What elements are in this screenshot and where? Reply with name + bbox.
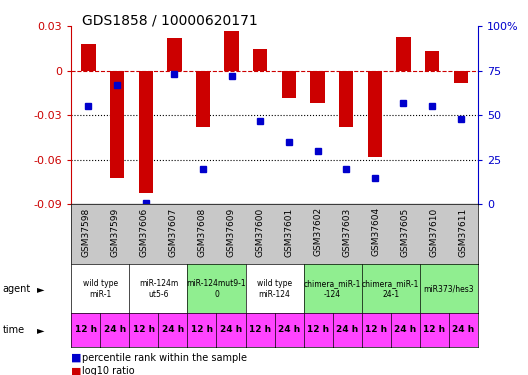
Text: wild type
miR-124: wild type miR-124 — [257, 279, 292, 299]
Text: GSM37600: GSM37600 — [256, 207, 265, 256]
Text: miR-124m
ut5-6: miR-124m ut5-6 — [139, 279, 178, 299]
Text: chimera_miR-1
-124: chimera_miR-1 -124 — [304, 279, 361, 299]
Text: ■: ■ — [71, 366, 82, 375]
Text: ►: ► — [37, 284, 44, 294]
Bar — [425, 51, 439, 71]
Text: ►: ► — [37, 325, 44, 335]
Text: GSM37598: GSM37598 — [81, 207, 90, 256]
Text: GSM37611: GSM37611 — [459, 207, 468, 256]
Bar — [110, 71, 124, 178]
Bar — [396, 37, 411, 71]
Text: 12 h: 12 h — [307, 326, 329, 334]
Text: GDS1858 / 10000620171: GDS1858 / 10000620171 — [82, 13, 258, 27]
Text: 12 h: 12 h — [75, 326, 97, 334]
Text: agent: agent — [3, 284, 31, 294]
Text: GSM37606: GSM37606 — [139, 207, 148, 256]
Text: GSM37610: GSM37610 — [430, 207, 439, 256]
Text: GSM37608: GSM37608 — [197, 207, 206, 256]
Bar — [167, 38, 182, 71]
Text: 24 h: 24 h — [452, 326, 475, 334]
Text: ■: ■ — [71, 353, 82, 363]
Text: 24 h: 24 h — [278, 326, 300, 334]
Bar — [253, 48, 267, 71]
Bar — [339, 71, 353, 127]
Text: percentile rank within the sample: percentile rank within the sample — [82, 353, 247, 363]
Bar — [282, 71, 296, 98]
Text: 12 h: 12 h — [191, 326, 213, 334]
Text: 24 h: 24 h — [103, 326, 126, 334]
Text: miR-124mut9-1
0: miR-124mut9-1 0 — [187, 279, 246, 299]
Text: 24 h: 24 h — [336, 326, 359, 334]
Text: GSM37607: GSM37607 — [168, 207, 177, 256]
Text: GSM37604: GSM37604 — [372, 207, 381, 256]
Text: GSM37601: GSM37601 — [285, 207, 294, 256]
Bar — [367, 71, 382, 157]
Text: GSM37602: GSM37602 — [314, 207, 323, 256]
Text: log10 ratio: log10 ratio — [82, 366, 135, 375]
Text: time: time — [3, 325, 25, 335]
Bar — [196, 71, 210, 127]
Bar — [138, 71, 153, 192]
Bar — [224, 31, 239, 71]
Text: 12 h: 12 h — [133, 326, 155, 334]
Text: 24 h: 24 h — [162, 326, 184, 334]
Text: GSM37603: GSM37603 — [343, 207, 352, 256]
Text: 12 h: 12 h — [365, 326, 387, 334]
Text: miR373/hes3: miR373/hes3 — [423, 284, 474, 293]
Bar — [81, 44, 96, 71]
Text: 24 h: 24 h — [220, 326, 242, 334]
Text: chimera_miR-1
24-1: chimera_miR-1 24-1 — [362, 279, 419, 299]
Text: GSM37609: GSM37609 — [227, 207, 235, 256]
Text: GSM37605: GSM37605 — [401, 207, 410, 256]
Bar — [454, 71, 468, 82]
Text: 12 h: 12 h — [249, 326, 271, 334]
Text: 24 h: 24 h — [394, 326, 417, 334]
Bar — [310, 71, 325, 104]
Text: wild type
miR-1: wild type miR-1 — [83, 279, 118, 299]
Text: 12 h: 12 h — [423, 326, 445, 334]
Text: GSM37599: GSM37599 — [110, 207, 119, 256]
